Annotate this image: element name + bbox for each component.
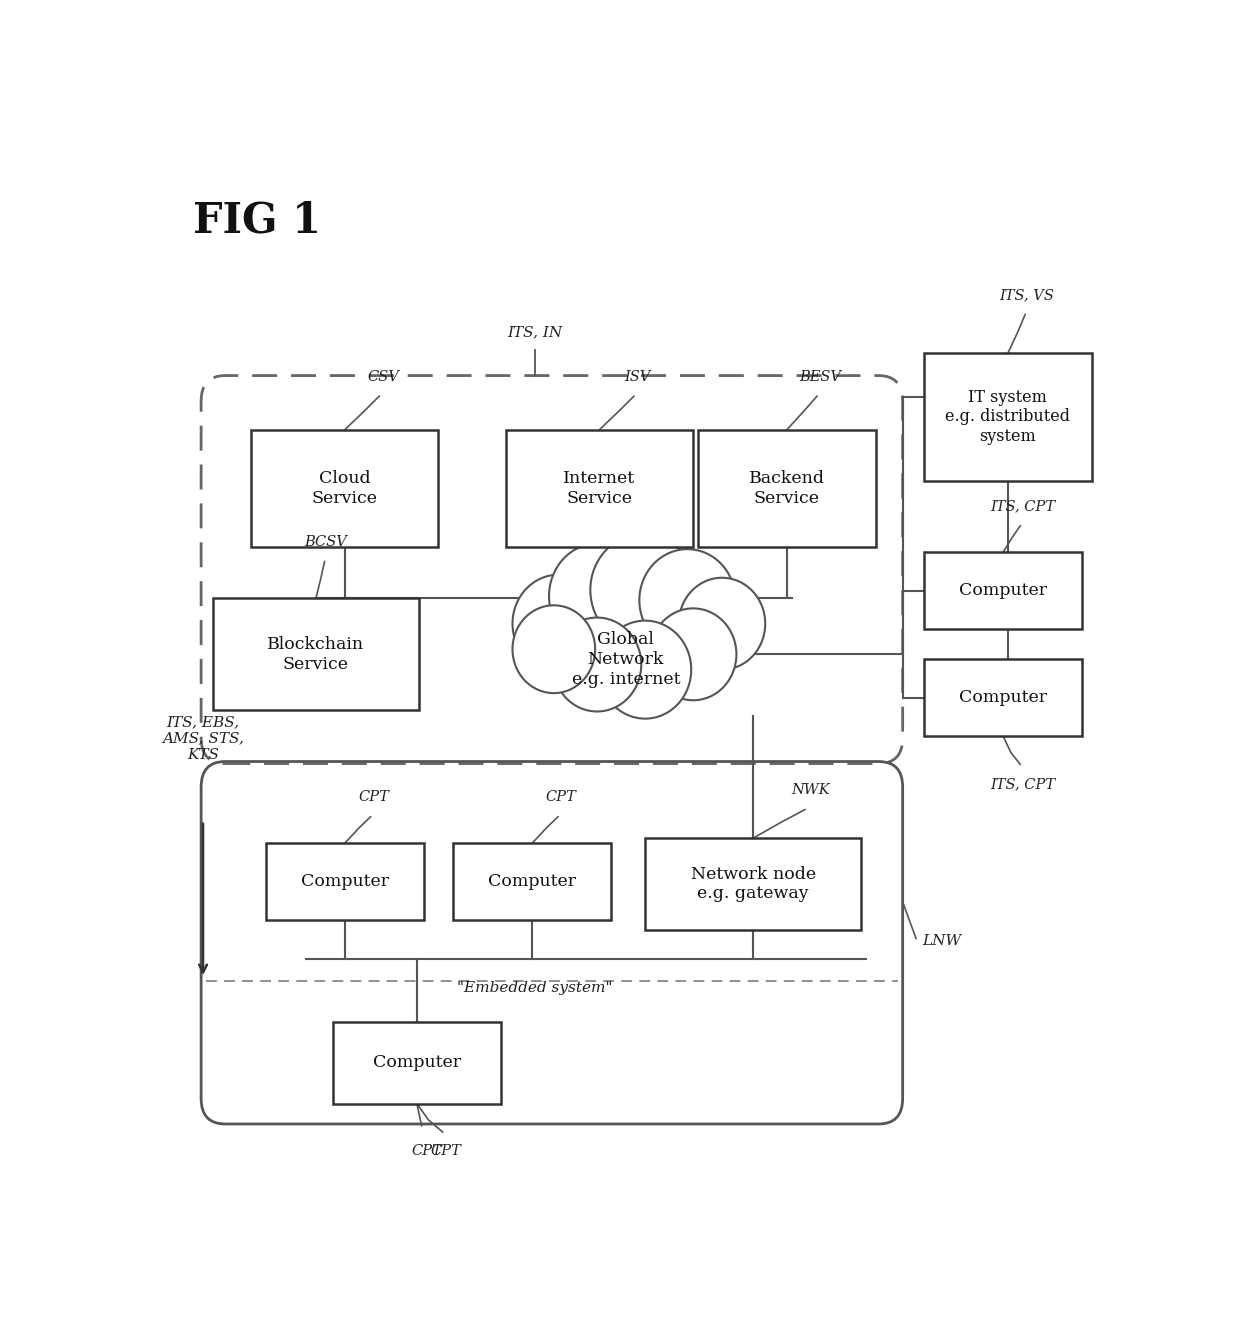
Circle shape	[512, 574, 605, 672]
FancyBboxPatch shape	[506, 430, 693, 548]
FancyBboxPatch shape	[213, 598, 419, 711]
FancyBboxPatch shape	[332, 1022, 501, 1103]
Text: FIG 1: FIG 1	[193, 200, 321, 241]
Text: Global
Network
e.g. internet: Global Network e.g. internet	[572, 631, 680, 687]
FancyBboxPatch shape	[924, 353, 1092, 481]
FancyBboxPatch shape	[250, 430, 439, 548]
Text: ITS, VS: ITS, VS	[999, 288, 1054, 302]
Text: NWK: NWK	[791, 784, 831, 797]
Text: Computer: Computer	[373, 1054, 461, 1071]
Circle shape	[678, 578, 765, 670]
Circle shape	[599, 621, 691, 719]
Text: ITS, EBS,
AMS, STS,
KTS: ITS, EBS, AMS, STS, KTS	[162, 715, 244, 761]
Text: CPT: CPT	[410, 1144, 441, 1159]
Text: IT system
e.g. distributed
system: IT system e.g. distributed system	[945, 389, 1070, 446]
Text: Backend
Service: Backend Service	[749, 471, 825, 507]
Text: CPT: CPT	[358, 790, 389, 805]
Text: LNW: LNW	[921, 935, 961, 948]
Text: CSV: CSV	[367, 370, 399, 383]
Text: ISV: ISV	[625, 370, 651, 383]
FancyBboxPatch shape	[453, 843, 611, 920]
Circle shape	[640, 549, 735, 651]
Text: BCSV: BCSV	[304, 536, 347, 549]
FancyBboxPatch shape	[265, 843, 424, 920]
Text: Network node
e.g. gateway: Network node e.g. gateway	[691, 866, 816, 903]
Text: Computer: Computer	[959, 582, 1047, 599]
Text: Computer: Computer	[301, 873, 389, 890]
Circle shape	[650, 609, 737, 700]
Text: Computer: Computer	[489, 873, 577, 890]
Text: Blockchain
Service: Blockchain Service	[268, 636, 365, 672]
Text: ITS, CPT: ITS, CPT	[990, 500, 1055, 513]
Text: CPT: CPT	[430, 1144, 461, 1159]
Text: ITS, CPT: ITS, CPT	[990, 777, 1055, 790]
Text: Internet
Service: Internet Service	[563, 471, 636, 507]
FancyBboxPatch shape	[645, 838, 862, 930]
FancyBboxPatch shape	[698, 430, 875, 548]
Text: "Embedded system": "Embedded system"	[456, 981, 613, 996]
Circle shape	[512, 605, 595, 693]
Circle shape	[590, 534, 696, 646]
Text: Computer: Computer	[959, 690, 1047, 707]
Text: Cloud
Service: Cloud Service	[311, 471, 378, 507]
FancyBboxPatch shape	[924, 552, 1083, 629]
FancyBboxPatch shape	[924, 659, 1083, 736]
Text: CPT: CPT	[546, 790, 577, 805]
Circle shape	[553, 618, 641, 712]
Circle shape	[549, 544, 649, 650]
Text: BESV: BESV	[800, 370, 842, 383]
Text: ITS, IN: ITS, IN	[507, 325, 562, 339]
